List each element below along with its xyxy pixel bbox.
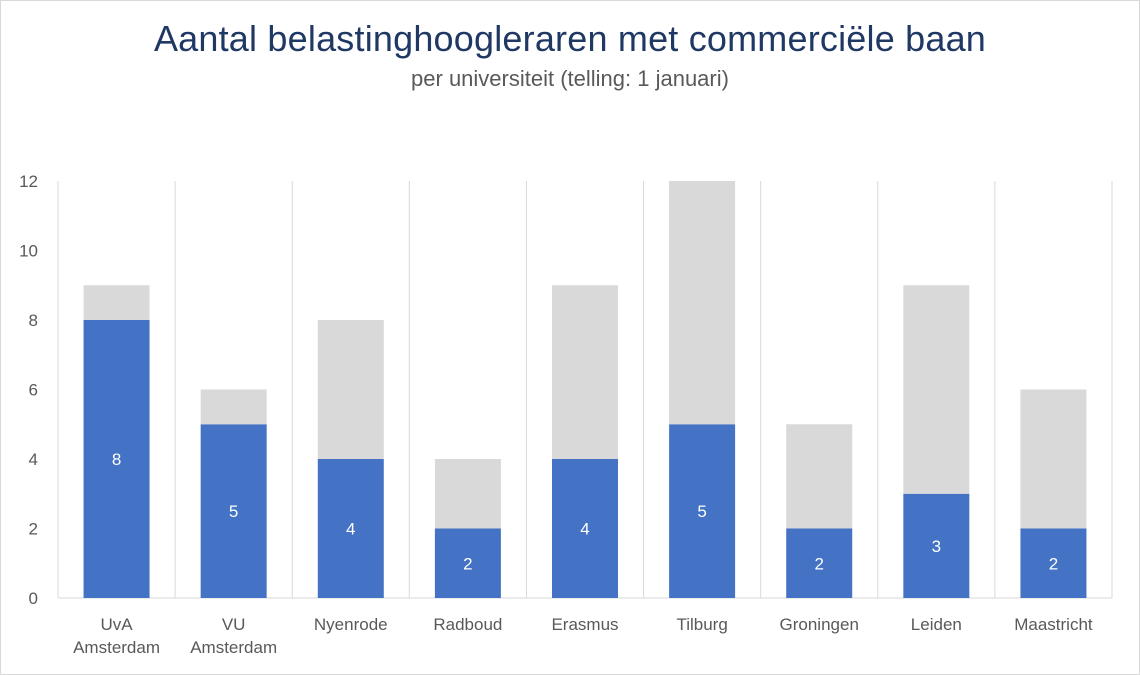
- data-label: 2: [1049, 554, 1058, 573]
- y-tick-label: 8: [29, 311, 38, 330]
- bar-commercial: [786, 528, 853, 598]
- x-category-label: Leiden: [911, 615, 962, 634]
- x-category-label: Maastricht: [1014, 615, 1093, 634]
- bar-other: [903, 285, 970, 494]
- data-label: 2: [463, 554, 472, 573]
- x-category-label: Amsterdam: [190, 638, 277, 657]
- bar-commercial: [552, 459, 618, 598]
- bar-other: [552, 285, 618, 459]
- bar-commercial: [903, 493, 970, 598]
- y-tick-label: 10: [19, 242, 38, 261]
- y-tick-label: 2: [29, 520, 38, 539]
- bar-other: [83, 285, 150, 320]
- data-label: 3: [932, 537, 941, 556]
- bar-commercial: [1020, 528, 1087, 598]
- data-label: 5: [229, 502, 238, 521]
- x-category-label: Groningen: [780, 615, 859, 634]
- bar-commercial: [434, 528, 501, 598]
- bar-other: [786, 424, 853, 529]
- bar-other: [1020, 389, 1087, 529]
- data-label: 8: [112, 450, 121, 469]
- x-category-label: Tilburg: [676, 615, 727, 634]
- x-category-label: VU: [222, 615, 246, 634]
- bar-other: [434, 459, 501, 529]
- x-category-label: Amsterdam: [73, 638, 160, 657]
- y-tick-label: 12: [19, 172, 38, 191]
- x-category-label: Nyenrode: [314, 615, 388, 634]
- bar-commercial: [317, 459, 384, 598]
- y-tick-label: 4: [29, 450, 38, 469]
- bar-other: [317, 320, 384, 459]
- x-category-label: Erasmus: [551, 615, 618, 634]
- chart-title: Aantal belastinghoogleraren met commerci…: [153, 18, 987, 59]
- y-tick-label: 0: [29, 589, 38, 608]
- bar-commercial: [669, 424, 736, 598]
- bar-other: [669, 181, 736, 425]
- bar-other: [200, 389, 267, 425]
- data-label: 2: [814, 554, 823, 573]
- y-tick-label: 6: [29, 381, 38, 400]
- data-label: 4: [346, 520, 355, 539]
- data-label: 5: [697, 502, 706, 521]
- chart-subtitle: per universiteit (telling: 1 januari): [411, 66, 729, 91]
- bar-commercial: [83, 320, 150, 598]
- x-category-label: Radboud: [433, 615, 502, 634]
- bar-commercial: [200, 424, 267, 598]
- data-label: 4: [580, 520, 589, 539]
- x-category-label: UvA: [100, 615, 133, 634]
